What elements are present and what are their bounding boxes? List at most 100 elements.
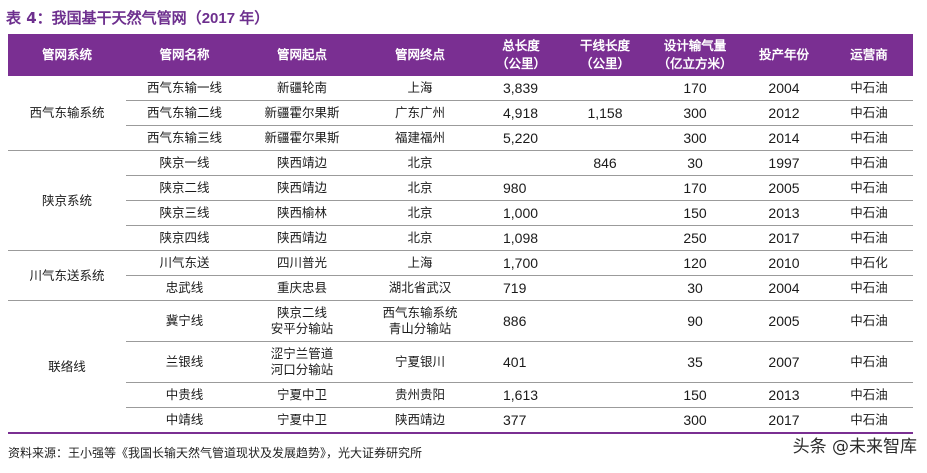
start-cell: 新疆霍尔果斯 bbox=[243, 125, 361, 151]
start-cell: 四川普光 bbox=[243, 250, 361, 276]
pipeline-name-cell: 川气东送 bbox=[126, 250, 243, 276]
system-cell: 陕京系统 bbox=[8, 150, 126, 251]
pipeline-name-cell: 西气东输一线 bbox=[126, 76, 243, 101]
start-cell: 重庆忠县 bbox=[243, 275, 361, 301]
end-cell-line: 西气东输系统 bbox=[382, 305, 458, 320]
system-cell: 川气东送系统 bbox=[8, 250, 126, 301]
trunk-length-cell: 1,158 bbox=[563, 100, 647, 126]
table-row: 陕京系统 陕京一线 陕西靖边 北京 846 30 1997 中石油 bbox=[8, 150, 913, 251]
header-end: 管网终点 bbox=[394, 47, 445, 62]
end-cell: 西气东输系统 青山分输站 bbox=[361, 300, 479, 342]
pipeline-name-cell: 冀宁线 bbox=[126, 300, 243, 342]
end-cell-line: 北京 bbox=[407, 230, 433, 245]
start-cell-line: 陕西靖边 bbox=[276, 155, 327, 170]
year-cell: 2005 bbox=[743, 175, 825, 201]
table-row: 忠武线 重庆忠县 湖北省武汉 719 30 2004 中石油 bbox=[8, 275, 913, 301]
header-total-length: 总长度 （公里） bbox=[479, 34, 563, 76]
start-cell: 陕西靖边 bbox=[243, 225, 361, 251]
header-operator: 运营商 bbox=[850, 47, 888, 62]
pipeline-name-cell: 陕京四线 bbox=[126, 225, 243, 251]
start-cell: 陕西靖边 bbox=[243, 150, 361, 176]
operator-cell: 中石油 bbox=[825, 407, 913, 434]
year-cell: 1997 bbox=[743, 150, 825, 176]
title-text: 我国基干天然气管网（ bbox=[51, 9, 202, 27]
total-length-cell: 1,098 bbox=[479, 225, 563, 251]
header-capacity-line2: （亿立方米） bbox=[657, 56, 733, 71]
header-total-length-line1: 总长度 bbox=[502, 38, 540, 53]
table-row: 陕京四线 陕西靖边 北京 1,098 250 2017 中石油 bbox=[8, 225, 913, 251]
end-cell-line: 青山分输站 bbox=[388, 321, 452, 336]
end-cell: 北京 bbox=[361, 175, 479, 201]
end-cell: 广东广州 bbox=[361, 100, 479, 126]
pipeline-name-cell: 西气东输二线 bbox=[126, 100, 243, 126]
trunk-length-cell bbox=[563, 250, 647, 276]
start-cell: 涩宁兰管道 河口分输站 bbox=[243, 341, 361, 383]
header-name: 管网名称 bbox=[159, 47, 210, 62]
table-row: 陕京三线 陕西榆林 北京 1,000 150 2013 中石油 bbox=[8, 200, 913, 226]
end-cell: 北京 bbox=[361, 200, 479, 226]
year-cell: 2005 bbox=[743, 300, 825, 342]
capacity-cell: 30 bbox=[647, 150, 743, 176]
header-capacity-line1: 设计输气量 bbox=[663, 38, 727, 53]
start-cell: 宁夏中卫 bbox=[243, 407, 361, 434]
header-total-length-line2: （公里） bbox=[495, 56, 546, 71]
header-capacity: 设计输气量 （亿立方米） bbox=[647, 34, 743, 76]
start-cell: 陕西榆林 bbox=[243, 200, 361, 226]
operator-cell: 中石油 bbox=[825, 175, 913, 201]
start-cell-line: 陕西榆林 bbox=[276, 205, 327, 220]
header-row: 管网系统 管网名称 管网起点 管网终点 总长度 （公里） 干线长度 （公里） 设计输… bbox=[8, 34, 913, 76]
end-cell-line: 贵州贵阳 bbox=[394, 387, 445, 402]
pipeline-name-cell: 中靖线 bbox=[126, 407, 243, 434]
total-length-cell: 980 bbox=[479, 175, 563, 201]
year-cell: 2013 bbox=[743, 200, 825, 226]
start-cell-line: 宁夏中卫 bbox=[276, 387, 327, 402]
trunk-length-cell bbox=[563, 200, 647, 226]
start-cell-line: 河口分输站 bbox=[270, 362, 334, 377]
trunk-length-cell bbox=[563, 382, 647, 408]
pipeline-name-cell: 兰银线 bbox=[126, 341, 243, 383]
table-row: 兰银线 涩宁兰管道 河口分输站 宁夏银川 401 35 2007 中石油 bbox=[8, 341, 913, 383]
year-cell: 2013 bbox=[743, 382, 825, 408]
year-cell: 2004 bbox=[743, 76, 825, 101]
table-row: 西气东输三线 新疆霍尔果斯 福建福州 5,220 300 2014 中石油 bbox=[8, 125, 913, 151]
table-row: 西气东输二线 新疆霍尔果斯 广东广州 4,918 1,158 300 2012 中石油 bbox=[8, 100, 913, 126]
capacity-cell: 35 bbox=[647, 341, 743, 383]
end-cell-line: 湖北省武汉 bbox=[388, 280, 452, 295]
table-row: 联络线 冀宁线 陕京二线 安平分输站 西气东输系统 青山分输站 886 90 2005 中石油 bbox=[8, 300, 913, 434]
capacity-cell: 30 bbox=[647, 275, 743, 301]
total-length-cell: 886 bbox=[479, 300, 563, 342]
end-cell-line: 广东广州 bbox=[394, 105, 445, 120]
operator-cell: 中石油 bbox=[825, 125, 913, 151]
header-start: 管网起点 bbox=[276, 47, 327, 62]
end-cell: 福建福州 bbox=[361, 125, 479, 151]
capacity-cell: 170 bbox=[647, 175, 743, 201]
total-length-cell: 1,000 bbox=[479, 200, 563, 226]
end-cell-line: 宁夏银川 bbox=[394, 354, 445, 369]
system-cell: 联络线 bbox=[8, 300, 126, 434]
header-year: 投产年份 bbox=[758, 47, 809, 62]
start-cell-line: 新疆霍尔果斯 bbox=[264, 105, 340, 120]
start-cell-line: 新疆轮南 bbox=[276, 80, 327, 95]
table-row: 川气东送系统 川气东送 四川普光 上海 1,700 120 2010 中石化 bbox=[8, 250, 913, 301]
title-suffix: ） bbox=[254, 9, 270, 27]
trunk-length-cell bbox=[563, 76, 647, 101]
start-cell-line: 安平分输站 bbox=[270, 321, 334, 336]
pipeline-name-cell: 陕京二线 bbox=[126, 175, 243, 201]
title-prefix: 表 4： bbox=[6, 9, 52, 27]
year-cell: 2012 bbox=[743, 100, 825, 126]
start-cell: 新疆霍尔果斯 bbox=[243, 100, 361, 126]
pipeline-name-cell: 陕京一线 bbox=[126, 150, 243, 176]
end-cell-line: 北京 bbox=[407, 180, 433, 195]
end-cell: 陕西靖边 bbox=[361, 407, 479, 434]
total-length-cell: 1,700 bbox=[479, 250, 563, 276]
operator-cell: 中石油 bbox=[825, 100, 913, 126]
pipeline-name-cell: 陕京三线 bbox=[126, 200, 243, 226]
operator-cell: 中石化 bbox=[825, 250, 913, 276]
start-cell: 陕京二线 安平分输站 bbox=[243, 300, 361, 342]
header-system: 管网系统 bbox=[41, 47, 92, 62]
capacity-cell: 300 bbox=[647, 407, 743, 434]
pipeline-name-cell: 西气东输三线 bbox=[126, 125, 243, 151]
start-cell-line: 四川普光 bbox=[276, 255, 327, 270]
year-cell: 2014 bbox=[743, 125, 825, 151]
total-length-cell: 719 bbox=[479, 275, 563, 301]
